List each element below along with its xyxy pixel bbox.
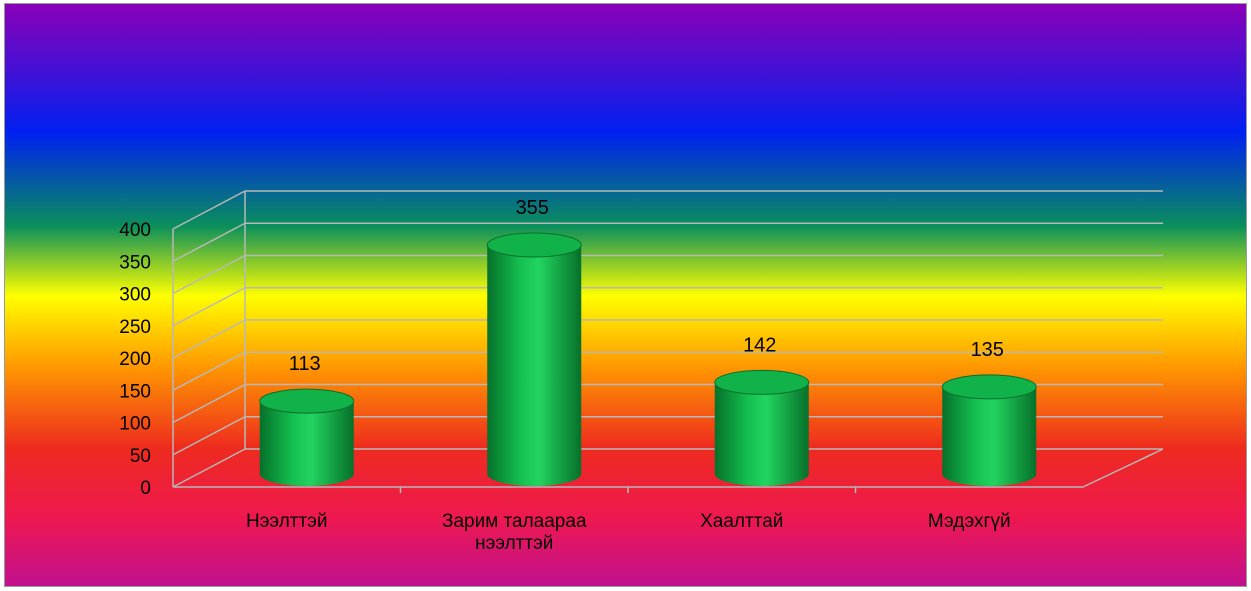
bar-cylinder [486, 232, 582, 486]
bar-top [259, 388, 355, 414]
gridline-side [172, 383, 246, 424]
chart-background [5, 4, 1246, 586]
gridline-side [172, 287, 246, 327]
category-label: Мэдэхгүй [928, 511, 1011, 532]
gridline-side [172, 416, 246, 456]
y-tick-label: 250 [119, 317, 151, 338]
data-label: 135 [971, 339, 1004, 361]
y-tick-label: 350 [119, 252, 151, 273]
bars-layer [259, 232, 1037, 486]
bar-cylinder [714, 369, 810, 486]
gridline-side [172, 448, 246, 488]
category-label-line: нээлттэй [475, 533, 553, 554]
chart-frame: 0 50 100 150 200 250 300 350 400 113 Нээлттэй 355 За… [4, 3, 1247, 587]
bar-body [259, 401, 354, 486]
category-label-line: Хаалттай [700, 511, 783, 532]
y-tick-label: 0 [140, 478, 151, 499]
gridline-side [172, 190, 246, 230]
category-label-line: Нээлттэй [246, 511, 328, 532]
data-label: 355 [516, 197, 549, 219]
category-label: Нээлттэй [246, 511, 328, 532]
gridline-side [172, 254, 246, 295]
y-tick-label: 150 [119, 381, 151, 402]
gridline-side [172, 319, 246, 359]
data-label: 142 [743, 334, 776, 356]
bar-cylinder [259, 388, 355, 486]
category-label-line: Мэдэхгүй [928, 511, 1011, 532]
y-tick-label: 100 [119, 414, 151, 435]
category-label: Зарим талаараа нээлттэй [442, 511, 587, 554]
bar-cylinder [941, 374, 1037, 486]
y-tick-label: 200 [119, 349, 151, 370]
category-label-line: Зарим талаараа [442, 511, 587, 532]
grid-layer [172, 190, 1164, 493]
bar-body [942, 386, 1037, 486]
floor-right-edge [1082, 448, 1164, 488]
gridline-side [172, 222, 246, 262]
chart-svg: 0 50 100 150 200 250 300 350 400 113 Нээлттэй 355 За… [5, 4, 1246, 586]
bar-body [487, 245, 582, 486]
category-label: Хаалттай [700, 511, 783, 532]
labels-layer: 0 50 100 150 200 250 300 350 400 113 Нээлттэй 355 За… [119, 197, 1010, 554]
bar-body [714, 382, 809, 486]
y-tick-label: 300 [119, 285, 151, 306]
y-tick-label: 400 [119, 220, 151, 241]
bar-top [714, 369, 810, 395]
gridline-side [172, 351, 246, 391]
y-tick-label: 50 [130, 446, 151, 467]
bar-top [941, 374, 1037, 400]
data-label: 113 [289, 353, 321, 375]
bar-top [486, 232, 582, 258]
